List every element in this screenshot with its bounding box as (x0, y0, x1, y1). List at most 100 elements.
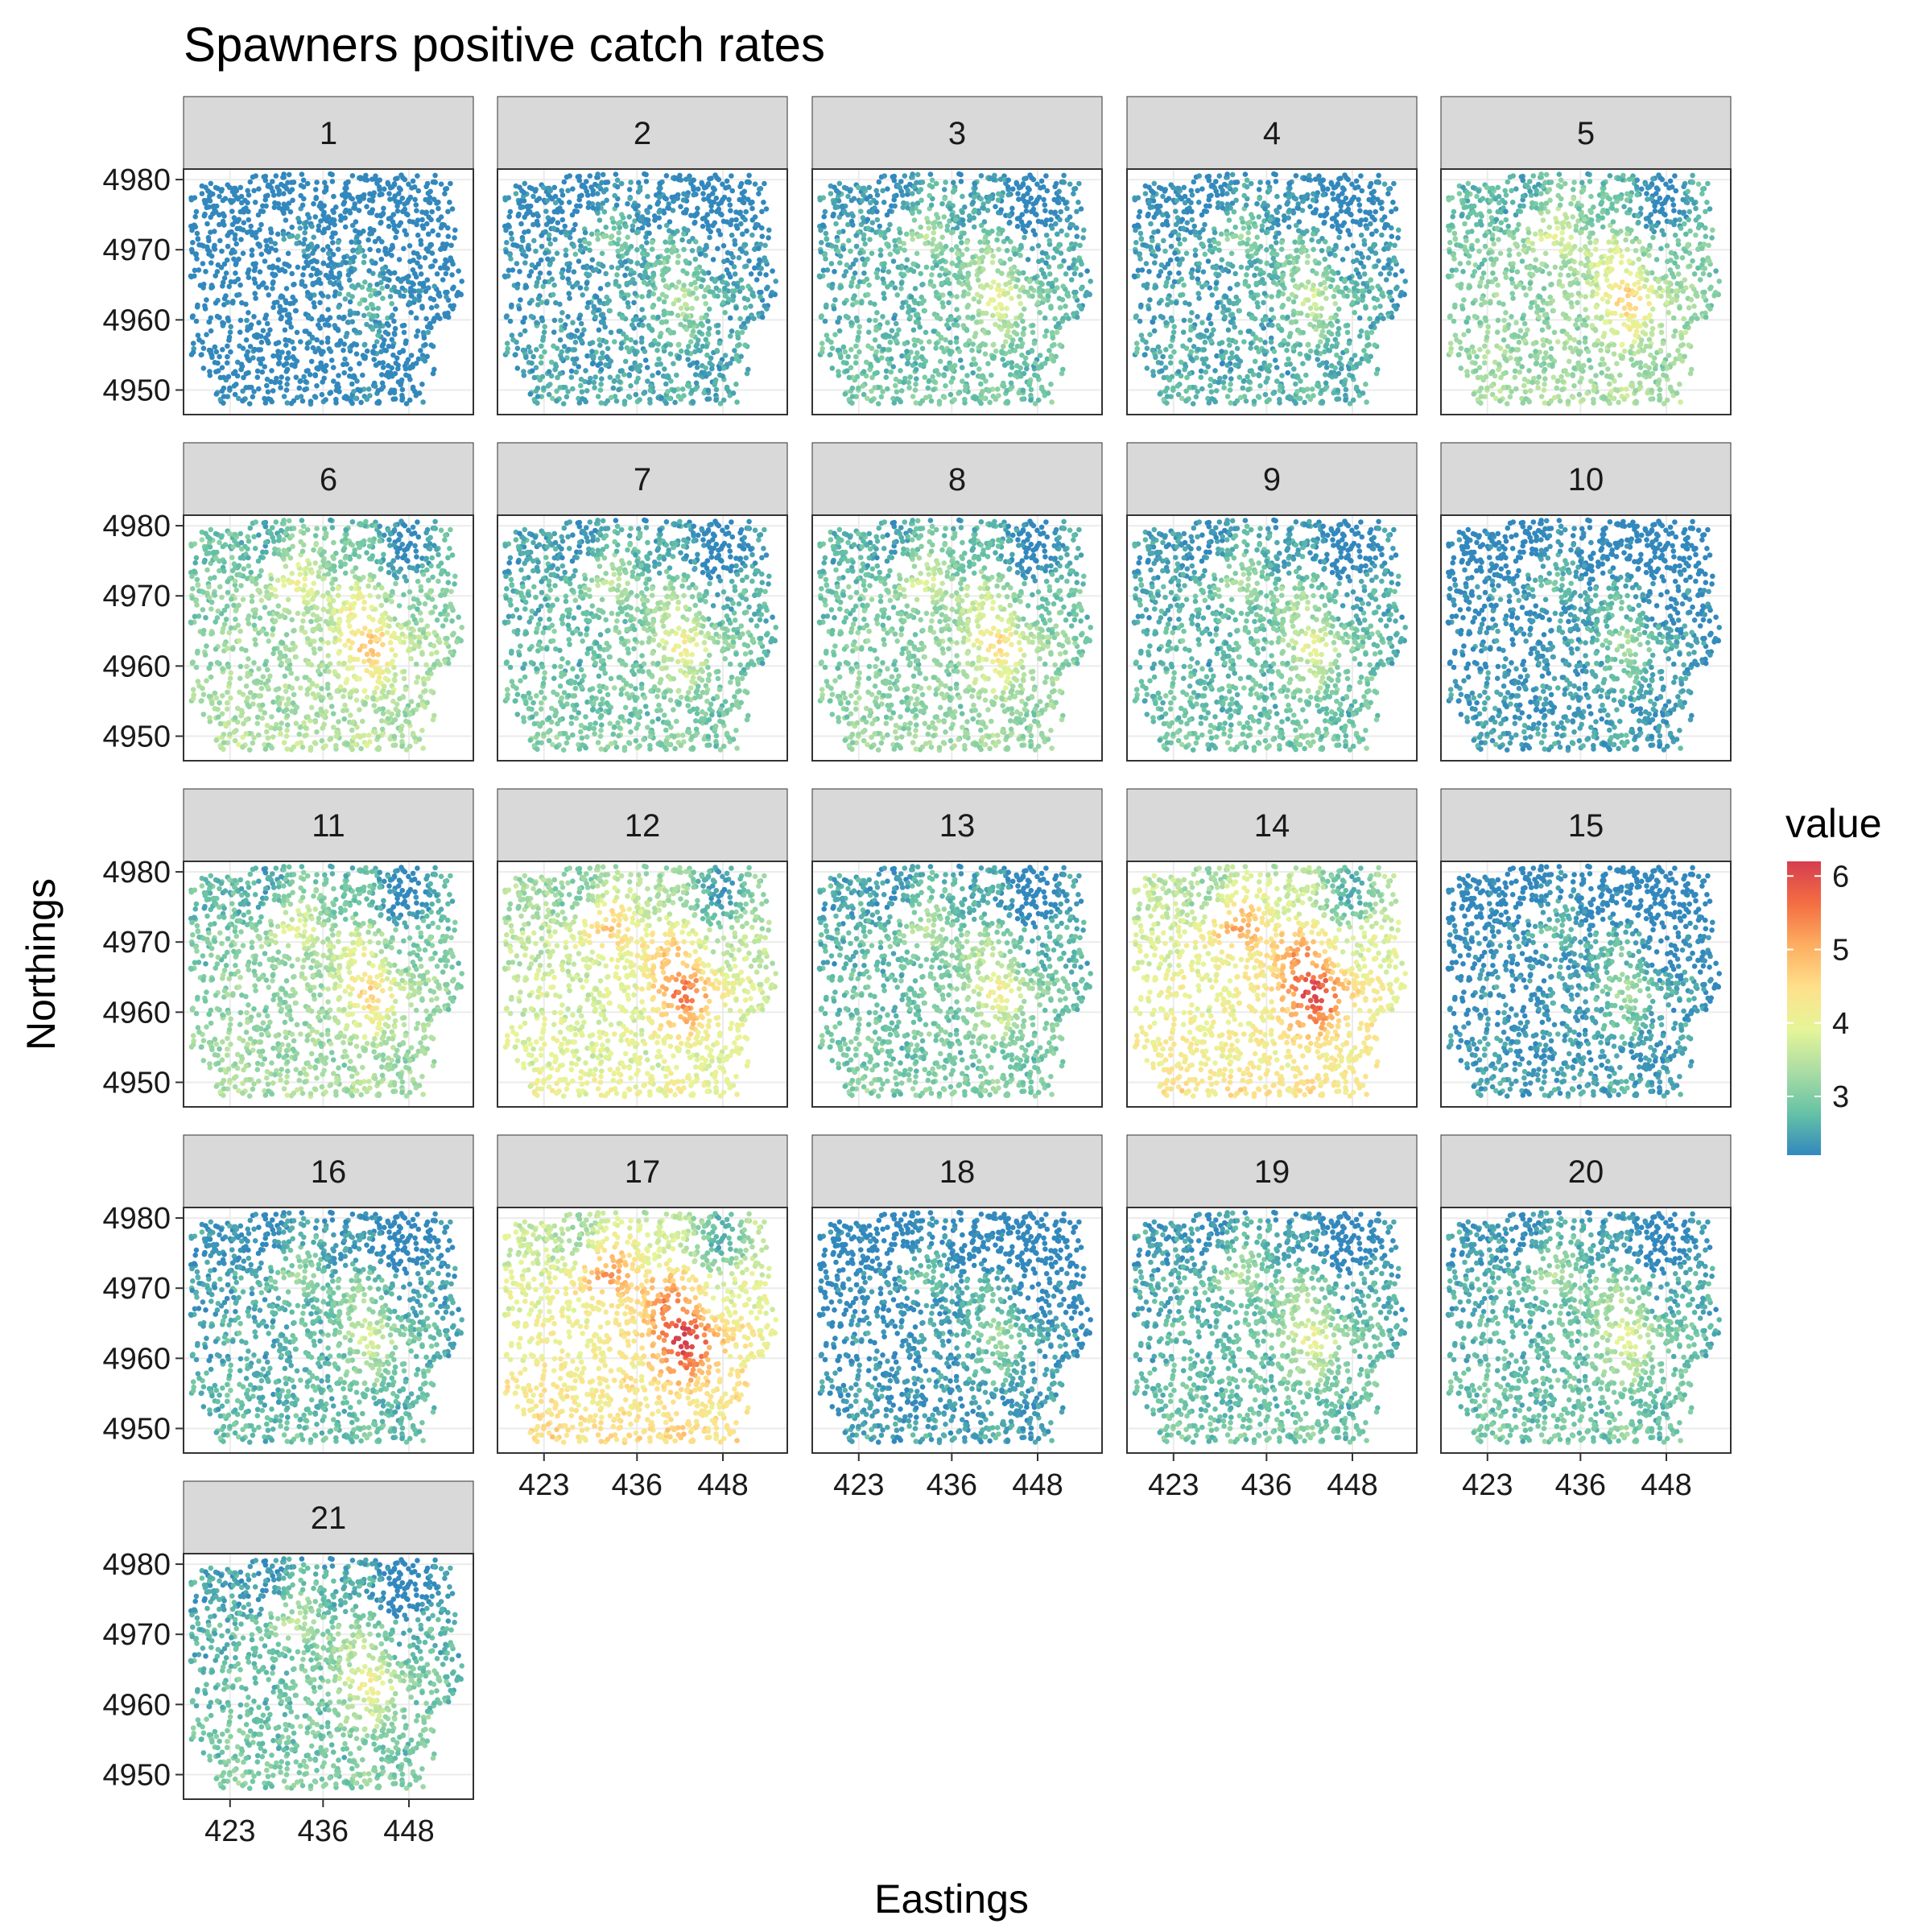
scatter-point (431, 283, 437, 290)
scatter-point (200, 285, 206, 291)
scatter-point (1038, 185, 1043, 191)
scatter-point (675, 259, 681, 266)
scatter-point (573, 369, 580, 375)
scatter-point (1088, 279, 1093, 284)
scatter-point (195, 302, 200, 308)
scatter-point (582, 229, 588, 236)
scatter-point (1051, 196, 1057, 203)
scatter-point (1262, 340, 1268, 345)
scatter-point (222, 196, 229, 201)
scatter-point (1357, 333, 1363, 339)
scatter-point (260, 328, 266, 334)
scatter-point (741, 188, 747, 195)
scatter-point (535, 385, 541, 391)
scatter-point (665, 254, 671, 260)
scatter-point (213, 209, 219, 215)
scatter-point (425, 329, 431, 336)
scatter-point (245, 200, 250, 206)
scatter-point (602, 324, 608, 330)
scatter-point (1136, 213, 1141, 220)
scatter-point (841, 184, 848, 191)
scatter-point (1248, 180, 1254, 187)
scatter-point (943, 243, 949, 250)
scatter-point (558, 317, 564, 324)
scatter-point (328, 357, 335, 363)
scatter-point (424, 221, 430, 227)
scatter-point (931, 237, 936, 242)
scatter-point (961, 230, 967, 237)
scatter-point (551, 208, 558, 215)
scatter-point (505, 222, 511, 229)
scatter-point (960, 275, 966, 281)
scatter-point (875, 401, 881, 407)
scatter-point (402, 206, 408, 213)
scatter-point (257, 269, 263, 275)
scatter-point (936, 398, 943, 404)
scatter-point (997, 301, 1003, 308)
scatter-point (1330, 191, 1335, 196)
scatter-point (890, 258, 897, 264)
scatter-point (681, 191, 687, 197)
scatter-point (370, 270, 376, 277)
scatter-point (252, 291, 258, 296)
scatter-point (935, 331, 941, 337)
scatter-point (917, 324, 923, 330)
scatter-point (918, 225, 923, 230)
scatter-point (1018, 344, 1025, 349)
scatter-point (353, 351, 360, 357)
scatter-point (502, 196, 509, 203)
scatter-point (522, 260, 528, 266)
scatter-point (624, 280, 630, 287)
scatter-point (874, 208, 880, 215)
scatter-point (929, 177, 935, 184)
scatter-point (674, 372, 679, 378)
scatter-point (1039, 250, 1046, 256)
scatter-point (599, 376, 605, 382)
scatter-point (300, 241, 307, 247)
scatter-point (208, 315, 214, 321)
scatter-point (1059, 228, 1064, 234)
scatter-point (584, 188, 589, 194)
scatter-point (1327, 251, 1333, 258)
scatter-point (851, 196, 857, 201)
scatter-point (539, 343, 544, 349)
scatter-point (877, 229, 883, 235)
scatter-point (981, 395, 988, 402)
scatter-point (903, 231, 910, 237)
scatter-point (678, 396, 684, 402)
scatter-point (976, 366, 982, 372)
scatter-point (312, 214, 319, 220)
scatter-point (286, 350, 291, 356)
scatter-point (737, 196, 742, 203)
scatter-point (1002, 339, 1009, 345)
scatter-point (633, 340, 638, 345)
scatter-point (207, 190, 213, 196)
scatter-point (841, 209, 848, 215)
facet-panel-4: 4 (1126, 96, 1418, 415)
scatter-point (869, 398, 874, 404)
scatter-point (419, 305, 425, 311)
scatter-point (229, 300, 236, 306)
scatter-point (341, 199, 348, 205)
facet-panel-3: 3 (811, 96, 1103, 415)
scatter-point (1176, 262, 1183, 268)
scatter-point (1071, 191, 1076, 196)
scatter-point (1021, 325, 1027, 332)
scatter-point (832, 269, 837, 275)
scatter-point (855, 184, 861, 191)
scatter-point (423, 209, 429, 216)
scatter-point (1209, 292, 1215, 298)
scatter-point (873, 188, 879, 194)
scatter-point (638, 217, 644, 223)
scatter-point (568, 374, 575, 381)
scatter-point (224, 360, 230, 366)
scatter-point (1009, 266, 1014, 272)
scatter-point (418, 237, 423, 244)
scatter-point (627, 196, 633, 201)
scatter-point (822, 208, 828, 215)
scatter-point (378, 213, 383, 218)
scatter-point (897, 229, 903, 236)
scatter-point (190, 341, 196, 346)
scatter-point (231, 383, 237, 389)
scatter-point (258, 221, 264, 228)
